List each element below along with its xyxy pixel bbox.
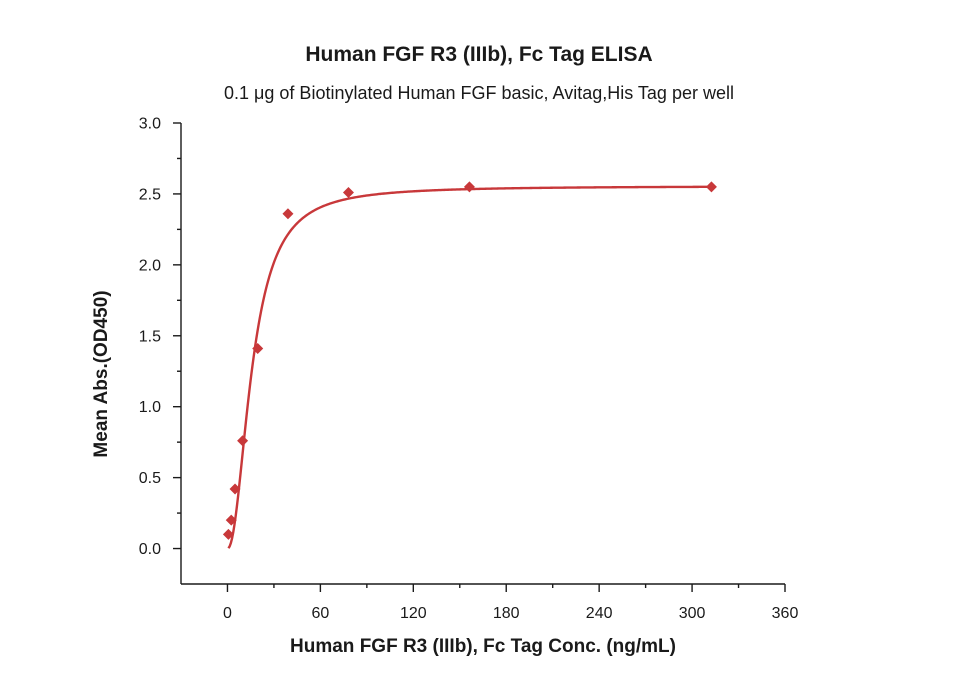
- data-point: [229, 483, 241, 495]
- x-axis-title: Human FGF R3 (IIIb), Fc Tag Conc. (ng/mL…: [290, 636, 676, 657]
- x-axis-ticks: 0 60 120 180 240 300 360: [223, 584, 798, 622]
- x-tick-label: 180: [493, 605, 520, 622]
- data-point: [282, 208, 294, 220]
- data-point: [463, 181, 475, 193]
- x-tick-label: 0: [223, 605, 232, 622]
- x-tick-label: 240: [586, 605, 613, 622]
- y-tick-label: 0.5: [139, 470, 161, 487]
- data-point: [705, 181, 717, 193]
- fit-curve: [227, 185, 712, 549]
- x-tick-label: 300: [679, 605, 706, 622]
- data-point: [237, 435, 249, 447]
- y-tick-label: 1.0: [139, 399, 161, 416]
- y-tick-label: 2.0: [139, 257, 161, 274]
- y-tick-label: 0.0: [139, 541, 161, 558]
- y-tick-label: 1.5: [139, 328, 161, 345]
- data-point: [342, 187, 354, 199]
- data-points: [222, 181, 717, 540]
- x-tick-label: 60: [311, 605, 329, 622]
- chart-title: Human FGF R3 (IIIb), Fc Tag ELISA: [305, 43, 652, 66]
- chart-subtitle: 0.1 μg of Biotinylated Human FGF basic, …: [224, 83, 734, 103]
- data-point: [252, 343, 264, 355]
- data-point: [222, 528, 234, 540]
- y-tick-label: 3.0: [139, 116, 161, 133]
- x-tick-label: 360: [772, 605, 799, 622]
- y-axis-title: Mean Abs.(OD450): [91, 290, 112, 457]
- y-axis-ticks: 0.0 0.5 1.0 1.5 2.0 2.5 3.0: [139, 116, 181, 558]
- x-tick-label: 120: [400, 605, 427, 622]
- data-point: [225, 514, 237, 526]
- y-tick-label: 2.5: [139, 186, 161, 203]
